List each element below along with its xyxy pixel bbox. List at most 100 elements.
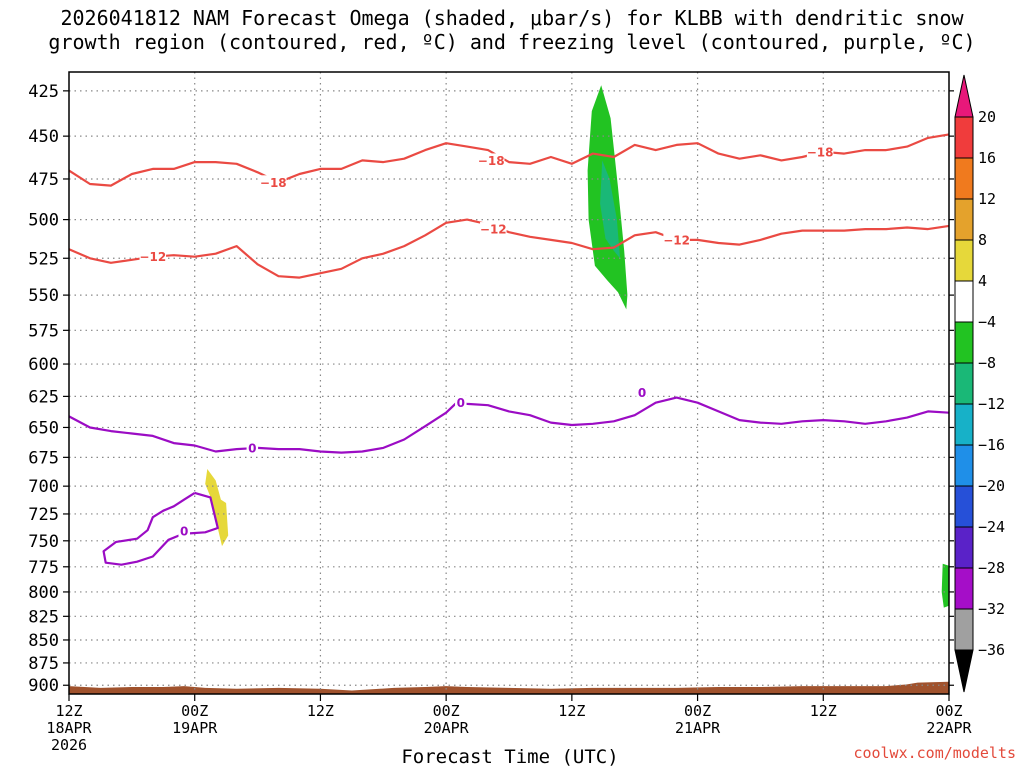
x-tick-label: 12Z	[307, 702, 334, 720]
y-tick-label: 850	[28, 631, 59, 651]
contour-label-bg	[246, 440, 259, 455]
contour-label-bg	[260, 175, 287, 190]
x-tick-label: 00Z	[684, 702, 711, 720]
colorbar-bin	[954, 239, 974, 282]
x-tick-label: 12Z	[55, 702, 82, 720]
contour-label-minus-18C: −18	[260, 176, 287, 190]
chart-title: 2026041812 NAM Forecast Omega (shaded, μ…	[0, 6, 1024, 54]
grid-lines	[69, 72, 949, 694]
y-tick-label: 800	[28, 583, 59, 603]
colorbar-label: 4	[978, 272, 987, 290]
colorbar-label: 20	[978, 108, 996, 126]
y-tick-label: 625	[28, 387, 59, 407]
x-axis-title: Forecast Time (UTC)	[401, 746, 619, 768]
colorbar-bin	[954, 157, 974, 200]
y-tick-label: 750	[28, 532, 59, 552]
omega-region-upward-motion-teal	[600, 160, 620, 259]
colorbar-bin	[954, 116, 974, 159]
y-tick-label: 700	[28, 477, 59, 497]
x-tick-label: 21APR	[675, 719, 721, 737]
y-tick-label: 675	[28, 448, 59, 468]
x-tick-label: 20APR	[424, 719, 470, 737]
contour-freezing-level-0C-loop	[102, 491, 219, 566]
contour-label-bg	[455, 395, 467, 410]
y-tick-label: 825	[28, 607, 59, 627]
colorbar-bin	[954, 444, 974, 487]
y-tick-label: 425	[28, 82, 59, 102]
colorbar-label: −8	[978, 354, 996, 372]
colorbar-bin	[954, 362, 974, 405]
contour-minus-18C	[68, 133, 950, 187]
omega-region-sinking-motion-yellow	[205, 469, 229, 547]
colorbar-bin	[954, 321, 974, 364]
y-tick-label: 900	[28, 676, 59, 696]
y-tick-label: 500	[28, 211, 59, 231]
contour-label-minus-18C: −18	[478, 154, 505, 168]
terrain-surface	[69, 681, 949, 694]
colorbar-bin	[954, 526, 974, 569]
y-tick-label: 550	[28, 286, 59, 306]
colorbar-label: 8	[978, 231, 987, 249]
x-tick-label: 22APR	[926, 719, 972, 737]
colorbar-bin	[954, 608, 974, 651]
y-tick-label: 525	[28, 249, 59, 269]
plot-border	[68, 71, 950, 695]
contour-label-minus-12C: −12	[480, 223, 507, 237]
colorbar-label: 16	[978, 149, 996, 167]
credit-text: coolwx.com/modelts	[853, 744, 1016, 762]
colorbar-label: −4	[978, 313, 996, 331]
contour-label-bg	[636, 385, 648, 400]
colorbar-label: −32	[978, 600, 1005, 618]
contour-label-bg	[139, 249, 167, 264]
omega-region-upward-motion-green-right	[941, 563, 949, 608]
x-tick-label: 12Z	[810, 702, 837, 720]
y-tick-label: 450	[28, 127, 59, 147]
colorbar-bin	[954, 403, 974, 446]
contour-label-minus-12C: −12	[139, 250, 166, 264]
title-line-1: 2026041812 NAM Forecast Omega (shaded, μ…	[60, 6, 964, 30]
x-tick-label: 00Z	[433, 702, 460, 720]
colorbar-label: −20	[978, 477, 1005, 495]
terrain-layer	[69, 681, 949, 694]
y-tick-label: 475	[28, 170, 59, 190]
contour-label-bg	[477, 153, 505, 168]
x-tick-label: 18APR	[46, 719, 92, 737]
contour-label-freezing-level-0C: 0	[457, 396, 465, 410]
x-tick-label: 12Z	[558, 702, 585, 720]
contour-label-freezing-level-0C: 0	[248, 441, 256, 455]
contour-label-minus-12C: −12	[663, 233, 690, 247]
colorbar-bin	[954, 485, 974, 528]
y-tick-label: 875	[28, 654, 59, 674]
contour-label-minus-18C: −18	[807, 145, 834, 159]
colorbar-bottom-arrow	[954, 649, 974, 693]
y-tick-label: 600	[28, 355, 59, 375]
contour-label-freezing-level-0C: 0	[638, 386, 646, 400]
contour-freezing-level-0C	[68, 396, 950, 454]
y-tick-label: 575	[28, 321, 59, 341]
x-tick-label: 00Z	[181, 702, 208, 720]
contour-label-bg	[178, 524, 190, 539]
colorbar-label: −16	[978, 436, 1005, 454]
x-tick-label: 00Z	[935, 702, 962, 720]
x-tick-label: 19APR	[172, 719, 218, 737]
colorbar-label: −12	[978, 395, 1005, 413]
colorbar-label: −28	[978, 559, 1005, 577]
contour-label-bg	[480, 222, 507, 237]
colorbar-bin	[954, 567, 974, 610]
contour-layer: −18 −18 −18 −12 −12 −12 0 0 0 0	[68, 133, 950, 566]
x-tick-label: 2026	[51, 736, 87, 754]
title-line-2: growth region (contoured, red, ºC) and f…	[48, 30, 976, 54]
colorbar: 20 16 12 8 4 −4 −8 −12 −16 −20 −24 −28 −32 −36	[954, 74, 1005, 693]
y-axis: 425 450 475 500 525 550 575 600 625 650 675 700 725 7…	[28, 82, 954, 696]
contour-label-bg	[663, 232, 690, 247]
contour-minus-12C	[68, 218, 950, 279]
y-tick-label: 650	[28, 418, 59, 438]
y-tick-label: 725	[28, 505, 59, 525]
y-tick-label: 775	[28, 558, 59, 578]
colorbar-label: −36	[978, 641, 1005, 659]
colorbar-label: 12	[978, 190, 996, 208]
colorbar-bin	[954, 198, 974, 241]
omega-shading	[205, 85, 949, 608]
contour-label-bg	[806, 144, 834, 159]
